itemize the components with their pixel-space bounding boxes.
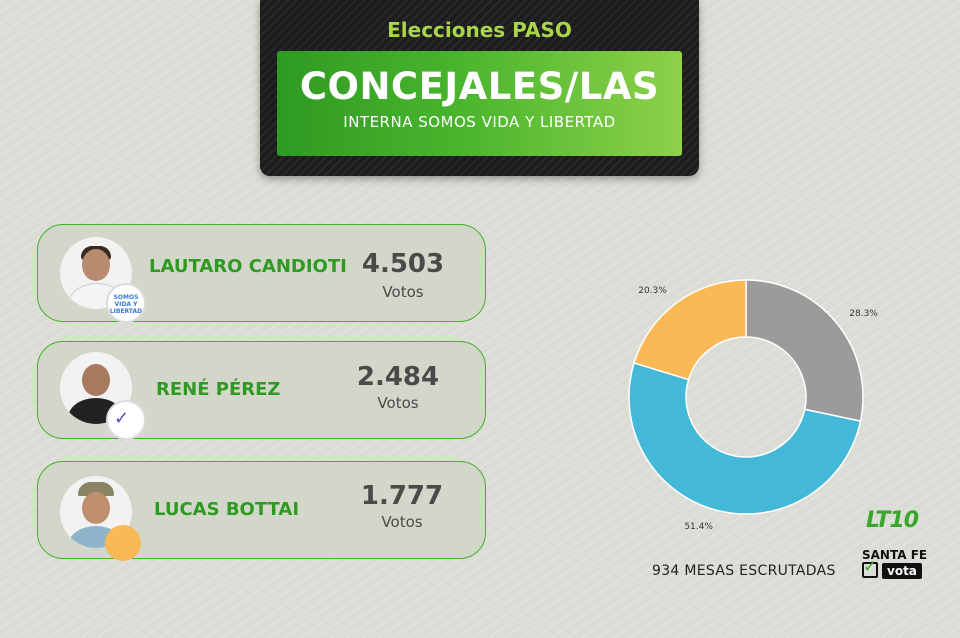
votes-label: Votos [377, 394, 419, 412]
vota-label: vota [882, 563, 922, 579]
santa-fe-label: SANTA FE [862, 548, 928, 562]
check-icon: ✓ [114, 408, 130, 429]
page-title: CONCEJALES/LAS [299, 65, 660, 108]
title-banner: CONCEJALES/LAS INTERNA SOMOS VIDA Y LIBE… [277, 51, 682, 156]
candidate-card-perez: ✓ RENÉ PÉREZ 2.484 Votos [37, 341, 486, 440]
party-badge-logo [105, 525, 141, 561]
donut-slice-label-1: 51.4% [684, 522, 713, 532]
candidate-votes: 2.484 [356, 362, 440, 392]
votes-label: Votos [381, 513, 423, 531]
candidate-card-bottai: LUCAS BOTTAI 1.777 Votos [37, 461, 486, 561]
lt10-logo: LT10 [866, 508, 919, 533]
check-icon: ✓ [863, 557, 878, 577]
donut-slice-0 [745, 279, 864, 422]
cap-shape [78, 482, 114, 496]
donut-slice-label-2: 20.3% [638, 286, 667, 296]
party-badge-text: SOMOS VIDA Y LIBERTAD [109, 294, 143, 315]
candidate-votes: 4.503 [361, 249, 445, 279]
mesas-escrutadas: 934 MESAS ESCRUTADAS [652, 563, 836, 579]
donut-slice-label-0: 28.3% [849, 309, 878, 319]
checkbox-icon [862, 562, 878, 578]
vote-share-donut-chart: 28.3% 51.4% 20.3% [628, 279, 878, 532]
election-kicker: Elecciones PASO [387, 18, 572, 42]
page-subtitle: INTERNA SOMOS VIDA Y LIBERTAD [343, 113, 616, 131]
head-shape [82, 249, 110, 281]
donut-slice-1 [628, 362, 862, 515]
party-badge-logo: ✓ [106, 400, 146, 440]
candidate-name: LUCAS BOTTAI [154, 499, 300, 520]
party-badge-logo: SOMOS VIDA Y LIBERTAD [106, 283, 146, 323]
candidate-name: RENÉ PÉREZ [156, 379, 281, 400]
candidate-card-candioti: SOMOS VIDA Y LIBERTAD LAUTARO CANDIOTI 4… [37, 224, 486, 323]
candidate-votes: 1.777 [360, 481, 444, 511]
head-shape [82, 492, 110, 524]
head-shape [82, 364, 110, 396]
votes-label: Votos [382, 283, 424, 301]
candidate-name: LAUTARO CANDIOTI [149, 256, 347, 277]
donut-slice-2 [633, 279, 747, 381]
